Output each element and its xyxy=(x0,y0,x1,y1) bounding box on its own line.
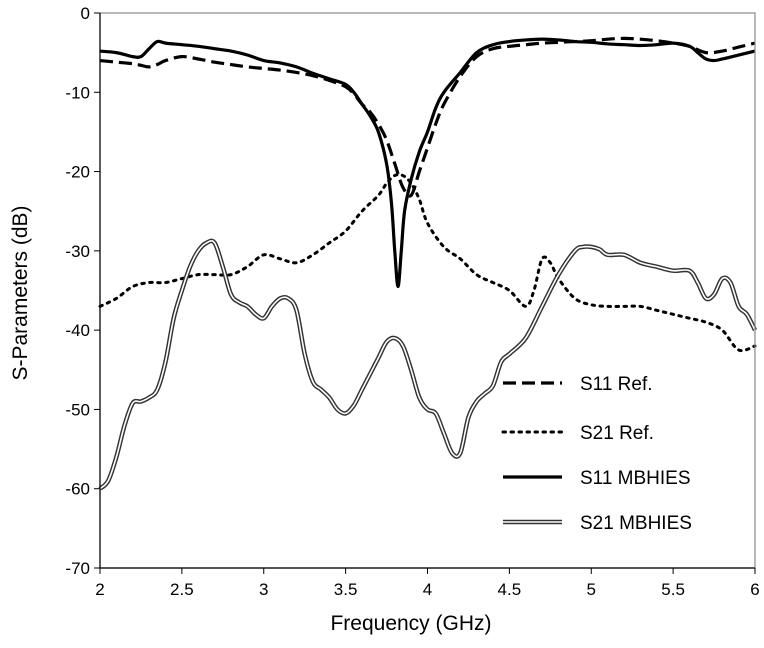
legend-label-s21-ref: S21 Ref. xyxy=(580,423,654,444)
x-tick-label: 5.5 xyxy=(661,580,685,599)
x-axis-title: Frequency (GHz) xyxy=(330,612,491,635)
legend: S11 Ref. S21 Ref. S11 MBHIES S21 MBHIES xyxy=(501,374,692,534)
x-tick-label: 5 xyxy=(587,580,596,599)
series-line-s11-ref xyxy=(99,36,756,198)
y-axis-title: S-Parameters (dB) xyxy=(9,205,32,380)
y-tick-label: -10 xyxy=(65,83,90,102)
x-tick-label: 3.5 xyxy=(334,580,358,599)
x-tick-label: 2.5 xyxy=(170,580,194,599)
plot-series-group xyxy=(98,36,758,491)
y-tick-label: -40 xyxy=(65,321,90,340)
legend-label-s11-mbhies: S11 MBHIES xyxy=(580,468,691,489)
x-tick-label: 4 xyxy=(423,580,432,599)
series-line-s21-mbhies-inner xyxy=(99,240,756,490)
x-tick-label: 2 xyxy=(95,580,104,599)
y-tick-label: -60 xyxy=(65,480,90,499)
legend-label-s11-ref: S11 Ref. xyxy=(580,374,653,395)
y-tick-label: -70 xyxy=(65,559,90,578)
y-tick-label: -50 xyxy=(65,400,90,419)
series-line-s11-mbhies xyxy=(99,37,756,289)
x-tick-label: 6 xyxy=(750,580,759,599)
series-line-s21-ref xyxy=(98,173,757,353)
y-tick-label: -20 xyxy=(65,163,90,182)
legend-label-s21-mbhies: S21 MBHIES xyxy=(580,513,692,534)
x-tick-label: 4.5 xyxy=(498,580,522,599)
y-tick-label: -30 xyxy=(65,242,90,261)
axis-ticks-group: 2 2.5 3 3.5 4 4.5 5 5.5 6 0 -10 -20 -30 -40 -50 -60 -70 xyxy=(65,4,759,599)
x-tick-label: 3 xyxy=(259,580,268,599)
y-tick-label: 0 xyxy=(81,4,90,23)
